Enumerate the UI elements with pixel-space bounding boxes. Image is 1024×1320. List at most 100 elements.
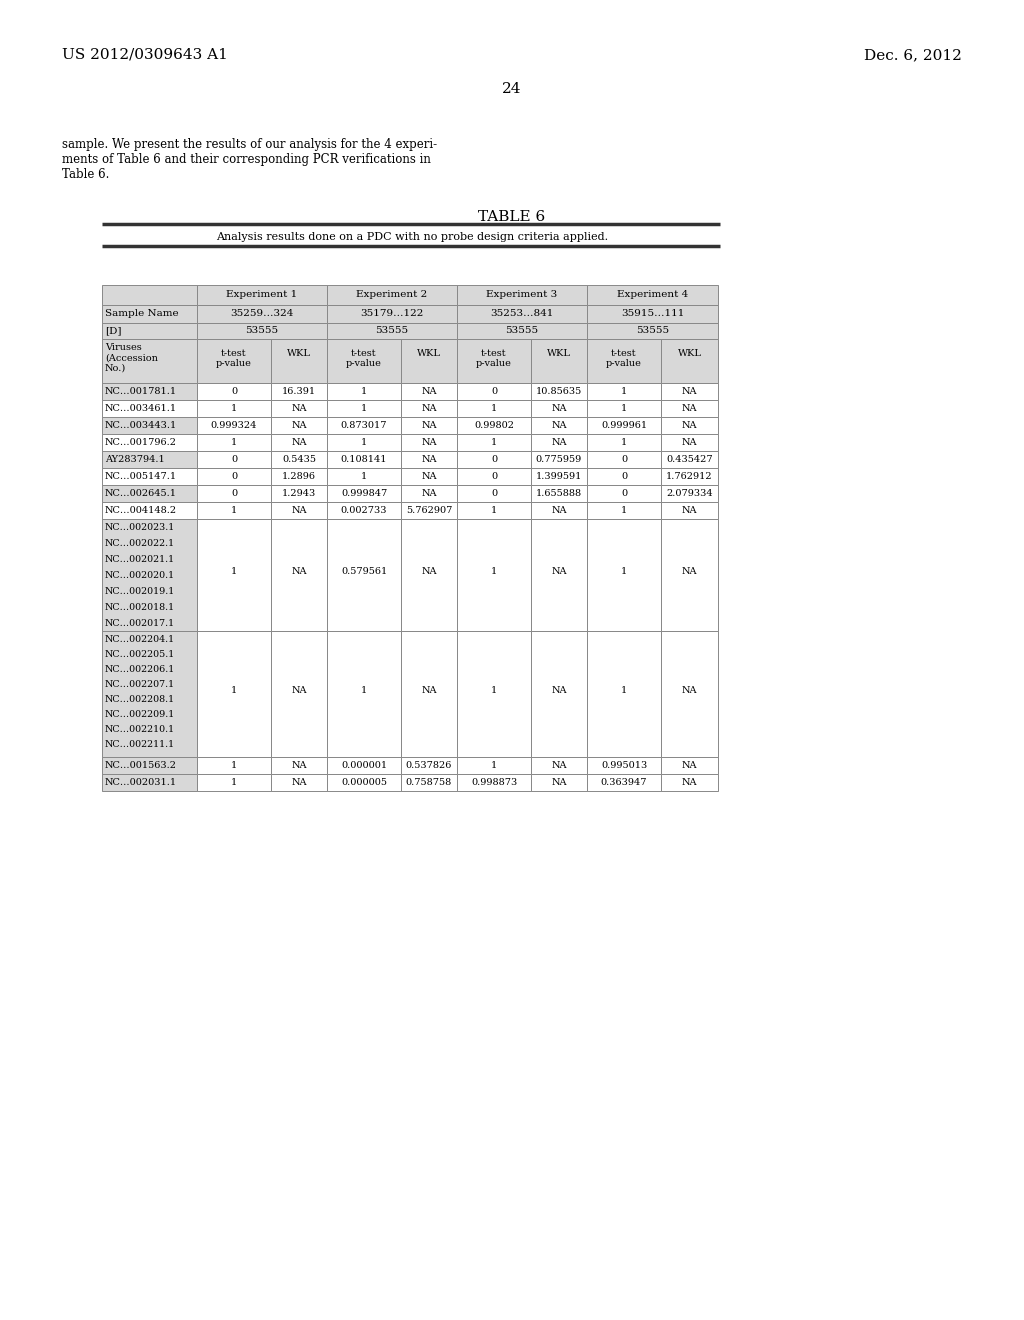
Bar [662, 756, 718, 774]
Text: 0.435427: 0.435427 [667, 455, 713, 465]
Text: AY283794.1: AY283794.1 [105, 455, 165, 465]
Bar [662, 519, 718, 631]
Text: 1.2896: 1.2896 [282, 473, 316, 480]
Text: NA: NA [551, 506, 566, 515]
Text: NA: NA [682, 506, 697, 515]
Text: NA: NA [291, 421, 307, 430]
Text: NA: NA [682, 762, 697, 770]
Bar [457, 383, 531, 400]
Text: 53555: 53555 [506, 326, 539, 335]
Text: NC…002208.1: NC…002208.1 [105, 696, 175, 704]
Bar [327, 400, 401, 417]
Text: WKL: WKL [678, 348, 701, 358]
Text: t-test
p-value: t-test p-value [476, 348, 512, 368]
Text: 0: 0 [621, 488, 627, 498]
Bar [587, 417, 662, 434]
Bar [457, 434, 531, 451]
Bar [271, 756, 327, 774]
Bar [531, 774, 587, 791]
Bar [102, 434, 197, 451]
Text: NA: NA [682, 404, 697, 413]
Text: 1: 1 [230, 568, 238, 576]
Bar [327, 519, 401, 631]
Text: 35915…111: 35915…111 [621, 309, 684, 318]
Bar [531, 434, 587, 451]
Text: NA: NA [551, 404, 566, 413]
Bar [662, 339, 718, 383]
Text: NC…002018.1: NC…002018.1 [105, 603, 175, 612]
Text: 0.758758: 0.758758 [406, 777, 453, 787]
Bar [662, 434, 718, 451]
Bar [531, 417, 587, 434]
Bar [587, 756, 662, 774]
Text: 0.99802: 0.99802 [474, 421, 514, 430]
Bar [587, 383, 662, 400]
Text: 1: 1 [360, 686, 368, 696]
Text: NA: NA [551, 438, 566, 447]
Text: Experiment 4: Experiment 4 [616, 290, 688, 300]
Bar [457, 631, 531, 756]
Bar [401, 774, 457, 791]
Bar [587, 502, 662, 519]
Bar [662, 383, 718, 400]
Text: NC…002211.1: NC…002211.1 [105, 741, 175, 748]
Bar [587, 434, 662, 451]
Text: 0: 0 [490, 455, 497, 465]
Bar [401, 434, 457, 451]
Bar [271, 417, 327, 434]
Text: 0.537826: 0.537826 [406, 762, 453, 770]
Text: NC…003461.1: NC…003461.1 [105, 404, 177, 413]
Text: NC…004148.2: NC…004148.2 [105, 506, 177, 515]
Bar [102, 323, 197, 339]
Text: NC…001796.2: NC…001796.2 [105, 438, 177, 447]
Bar [401, 484, 457, 502]
Bar [102, 502, 197, 519]
Text: 0.108141: 0.108141 [341, 455, 387, 465]
Bar [102, 519, 197, 631]
Text: 1.399591: 1.399591 [536, 473, 583, 480]
Bar [401, 339, 457, 383]
Text: WKL: WKL [547, 348, 571, 358]
Text: 1: 1 [490, 404, 497, 413]
Text: NA: NA [551, 568, 566, 576]
Text: 1: 1 [230, 506, 238, 515]
Bar [457, 519, 531, 631]
Bar [197, 484, 271, 502]
Bar [457, 469, 531, 484]
Text: NC…002023.1: NC…002023.1 [105, 523, 175, 532]
Bar [197, 339, 271, 383]
Bar [531, 383, 587, 400]
Text: NA: NA [421, 438, 437, 447]
Text: 0.579561: 0.579561 [341, 568, 387, 576]
Bar [457, 502, 531, 519]
Bar [587, 400, 662, 417]
Bar [102, 469, 197, 484]
Text: NA: NA [421, 568, 437, 576]
Text: 1: 1 [360, 387, 368, 396]
Bar [531, 400, 587, 417]
Text: NA: NA [421, 421, 437, 430]
Bar [102, 451, 197, 469]
Bar [327, 484, 401, 502]
Text: NA: NA [682, 438, 697, 447]
Text: 1: 1 [230, 686, 238, 696]
Text: NA: NA [421, 473, 437, 480]
Text: NA: NA [551, 421, 566, 430]
Bar [401, 383, 457, 400]
Bar [457, 323, 587, 339]
Text: 0.999961: 0.999961 [601, 421, 647, 430]
Text: t-test
p-value: t-test p-value [216, 348, 252, 368]
Bar [197, 502, 271, 519]
Bar [587, 323, 718, 339]
Bar [327, 383, 401, 400]
Bar [531, 631, 587, 756]
Text: NA: NA [682, 421, 697, 430]
Text: t-test
p-value: t-test p-value [346, 348, 382, 368]
Text: 0.873017: 0.873017 [341, 421, 387, 430]
Text: Analysis results done on a PDC with no probe design criteria applied.: Analysis results done on a PDC with no p… [216, 232, 608, 242]
Text: NA: NA [291, 777, 307, 787]
Bar [102, 400, 197, 417]
Text: 1: 1 [490, 762, 497, 770]
Text: [D]: [D] [105, 326, 122, 335]
Bar [271, 631, 327, 756]
